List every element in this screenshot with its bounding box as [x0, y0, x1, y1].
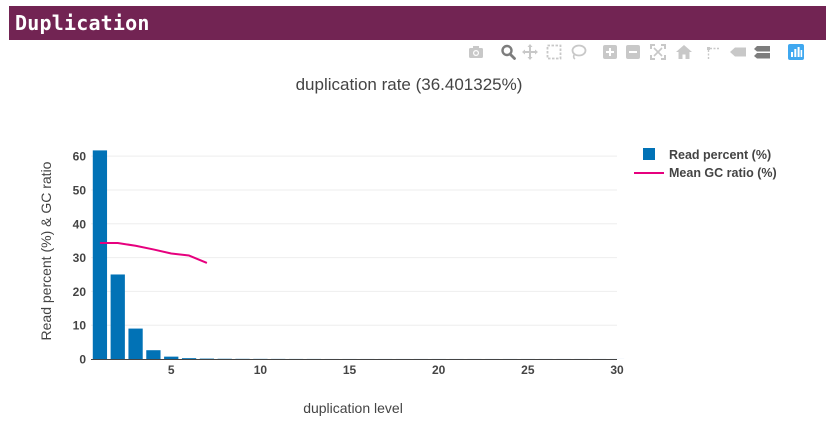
pan-button[interactable] — [521, 43, 539, 61]
y-tick-label: 50 — [73, 183, 87, 197]
section-header: Duplication — [9, 6, 826, 40]
plotly-logo-icon — [788, 44, 804, 60]
section-title: Duplication — [15, 11, 150, 35]
spike-lines-icon — [707, 47, 719, 59]
reset-axes-button[interactable] — [675, 43, 693, 61]
autoscale-icon — [650, 44, 666, 60]
y-tick-label: 60 — [73, 150, 87, 164]
bar[interactable] — [164, 356, 179, 359]
y-tick-label: 40 — [73, 217, 87, 231]
camera-icon — [469, 46, 483, 58]
chart-modebar — [463, 43, 808, 63]
y-axis-label: Read percent (%) & GC ratio — [38, 161, 54, 340]
box-select-button[interactable] — [545, 43, 563, 61]
pan-icon — [522, 44, 538, 60]
legend-line-label: Mean GC ratio (%) — [669, 166, 777, 180]
hover-closest-icon — [730, 47, 746, 57]
legend-bar-label: Read percent (%) — [669, 148, 771, 162]
lasso-select-icon — [571, 44, 587, 60]
x-axis-label: duplication level — [303, 400, 403, 416]
x-tick-label: 5 — [168, 363, 175, 377]
autoscale-button[interactable] — [649, 43, 667, 61]
y-tick-label: 10 — [73, 319, 87, 333]
bar[interactable] — [146, 350, 161, 359]
box-select-icon — [546, 44, 562, 60]
bar[interactable] — [128, 328, 143, 359]
camera-button[interactable] — [467, 43, 485, 61]
x-tick-label: 20 — [432, 363, 446, 377]
zoom-out-button[interactable] — [624, 43, 642, 61]
spike-lines-button[interactable] — [703, 43, 721, 61]
x-tick-label: 25 — [521, 363, 535, 377]
zoom-button[interactable] — [499, 43, 517, 61]
chart-title: duplication rate (36.401325%) — [296, 75, 523, 94]
hover-compare-icon — [754, 46, 770, 59]
x-tick-label: 30 — [610, 363, 624, 377]
bar[interactable] — [181, 358, 197, 359]
y-tick-label: 30 — [73, 251, 87, 265]
zoom-out-icon — [626, 45, 640, 59]
reset-axes-icon — [676, 45, 692, 59]
gc-ratio-line[interactable] — [99, 242, 208, 264]
zoom-in-button[interactable] — [601, 43, 619, 61]
zoom-in-icon — [603, 45, 617, 59]
lasso-select-button[interactable] — [569, 43, 587, 61]
bar[interactable] — [92, 150, 108, 359]
legend-bar-swatch[interactable] — [643, 148, 655, 160]
bar[interactable] — [110, 274, 125, 359]
plotly-logo-button[interactable] — [787, 43, 805, 61]
x-tick-label: 10 — [254, 363, 268, 377]
zoom-icon — [501, 44, 516, 60]
hover-closest-button[interactable] — [729, 43, 747, 61]
x-tick-label: 15 — [343, 363, 357, 377]
y-tick-label: 20 — [73, 285, 87, 299]
hover-compare-button[interactable] — [753, 43, 771, 61]
y-tick-label: 0 — [79, 353, 86, 367]
